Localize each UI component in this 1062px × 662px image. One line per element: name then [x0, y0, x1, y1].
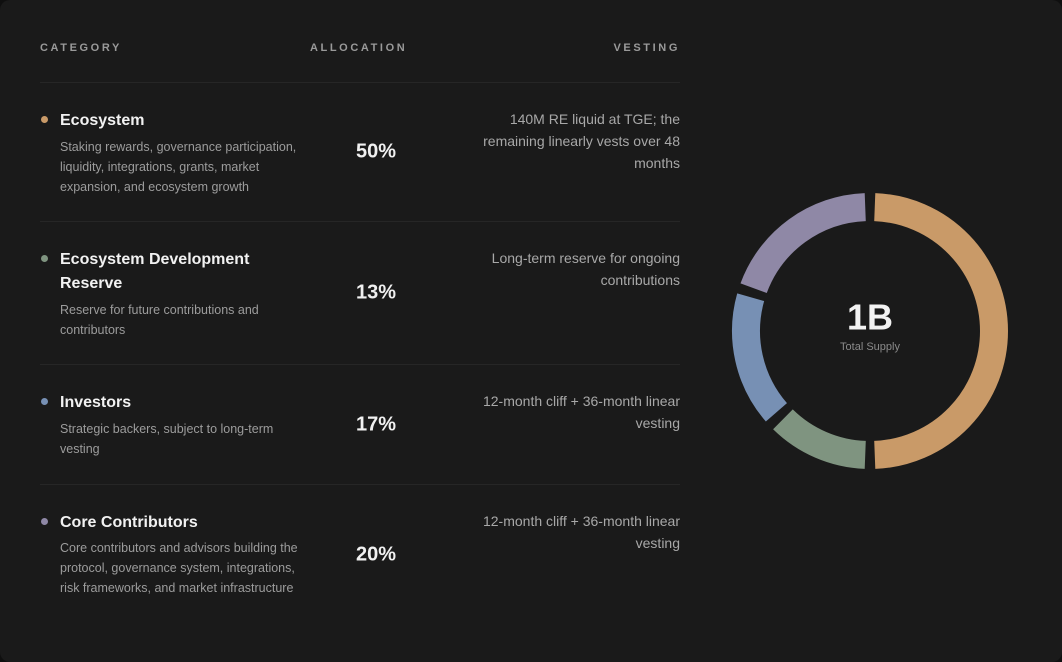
donut-segment [773, 409, 867, 469]
donut-segment [874, 193, 1008, 469]
category-name: Core Contributors [60, 514, 198, 531]
header-cell: CATEGORY [40, 42, 122, 54]
category-description: Strategic backers, subject to long-term … [60, 422, 274, 456]
table-row: Ecosystem Development Reserve Reserve for… [40, 222, 680, 365]
header-cell: ALLOCATION [310, 42, 408, 54]
category-dot [41, 398, 48, 405]
table-row: Core Contributors Core contributors and a… [40, 485, 680, 625]
center-value: 1B [847, 297, 893, 338]
table-row: Ecosystem Staking rewards, governance par… [40, 83, 680, 222]
vesting: 12-month cliff + 36-month linear vesting [482, 513, 680, 551]
donut-segment [740, 193, 867, 294]
donut-segment [732, 293, 788, 422]
vesting: 12-month cliff + 36-month linear vesting [482, 393, 680, 431]
category-dot [41, 116, 48, 123]
allocation: 13% [355, 281, 397, 304]
category-dot [41, 255, 48, 262]
category-name: Ecosystem [60, 112, 145, 129]
category-description: Core contributors and advisors building … [60, 541, 298, 595]
vesting: Long-term reserve for ongoing contributi… [491, 250, 680, 288]
category-dot [41, 518, 48, 525]
category-description: Staking rewards, governance participatio… [60, 140, 297, 194]
category-name: Ecosystem Development Reserve [60, 251, 250, 292]
table-header: CATEGORY ALLOCATION VESTING [40, 0, 680, 83]
center-label: Total Supply [840, 341, 900, 353]
allocation-table: CATEGORY ALLOCATION VESTING Ecosystem Sta… [40, 0, 680, 625]
allocation: 17% [355, 413, 397, 435]
vesting: 140M RE liquid at TGE; the remaining lin… [483, 111, 680, 171]
header-cell: VESTING [613, 42, 680, 54]
table-row: Investors Strategic backers, subject to l… [40, 365, 680, 485]
allocation: 50% [355, 140, 397, 163]
allocation: 20% [355, 543, 397, 566]
category-description: Reserve for future contributions and con… [60, 303, 259, 337]
category-name: Investors [60, 394, 132, 411]
